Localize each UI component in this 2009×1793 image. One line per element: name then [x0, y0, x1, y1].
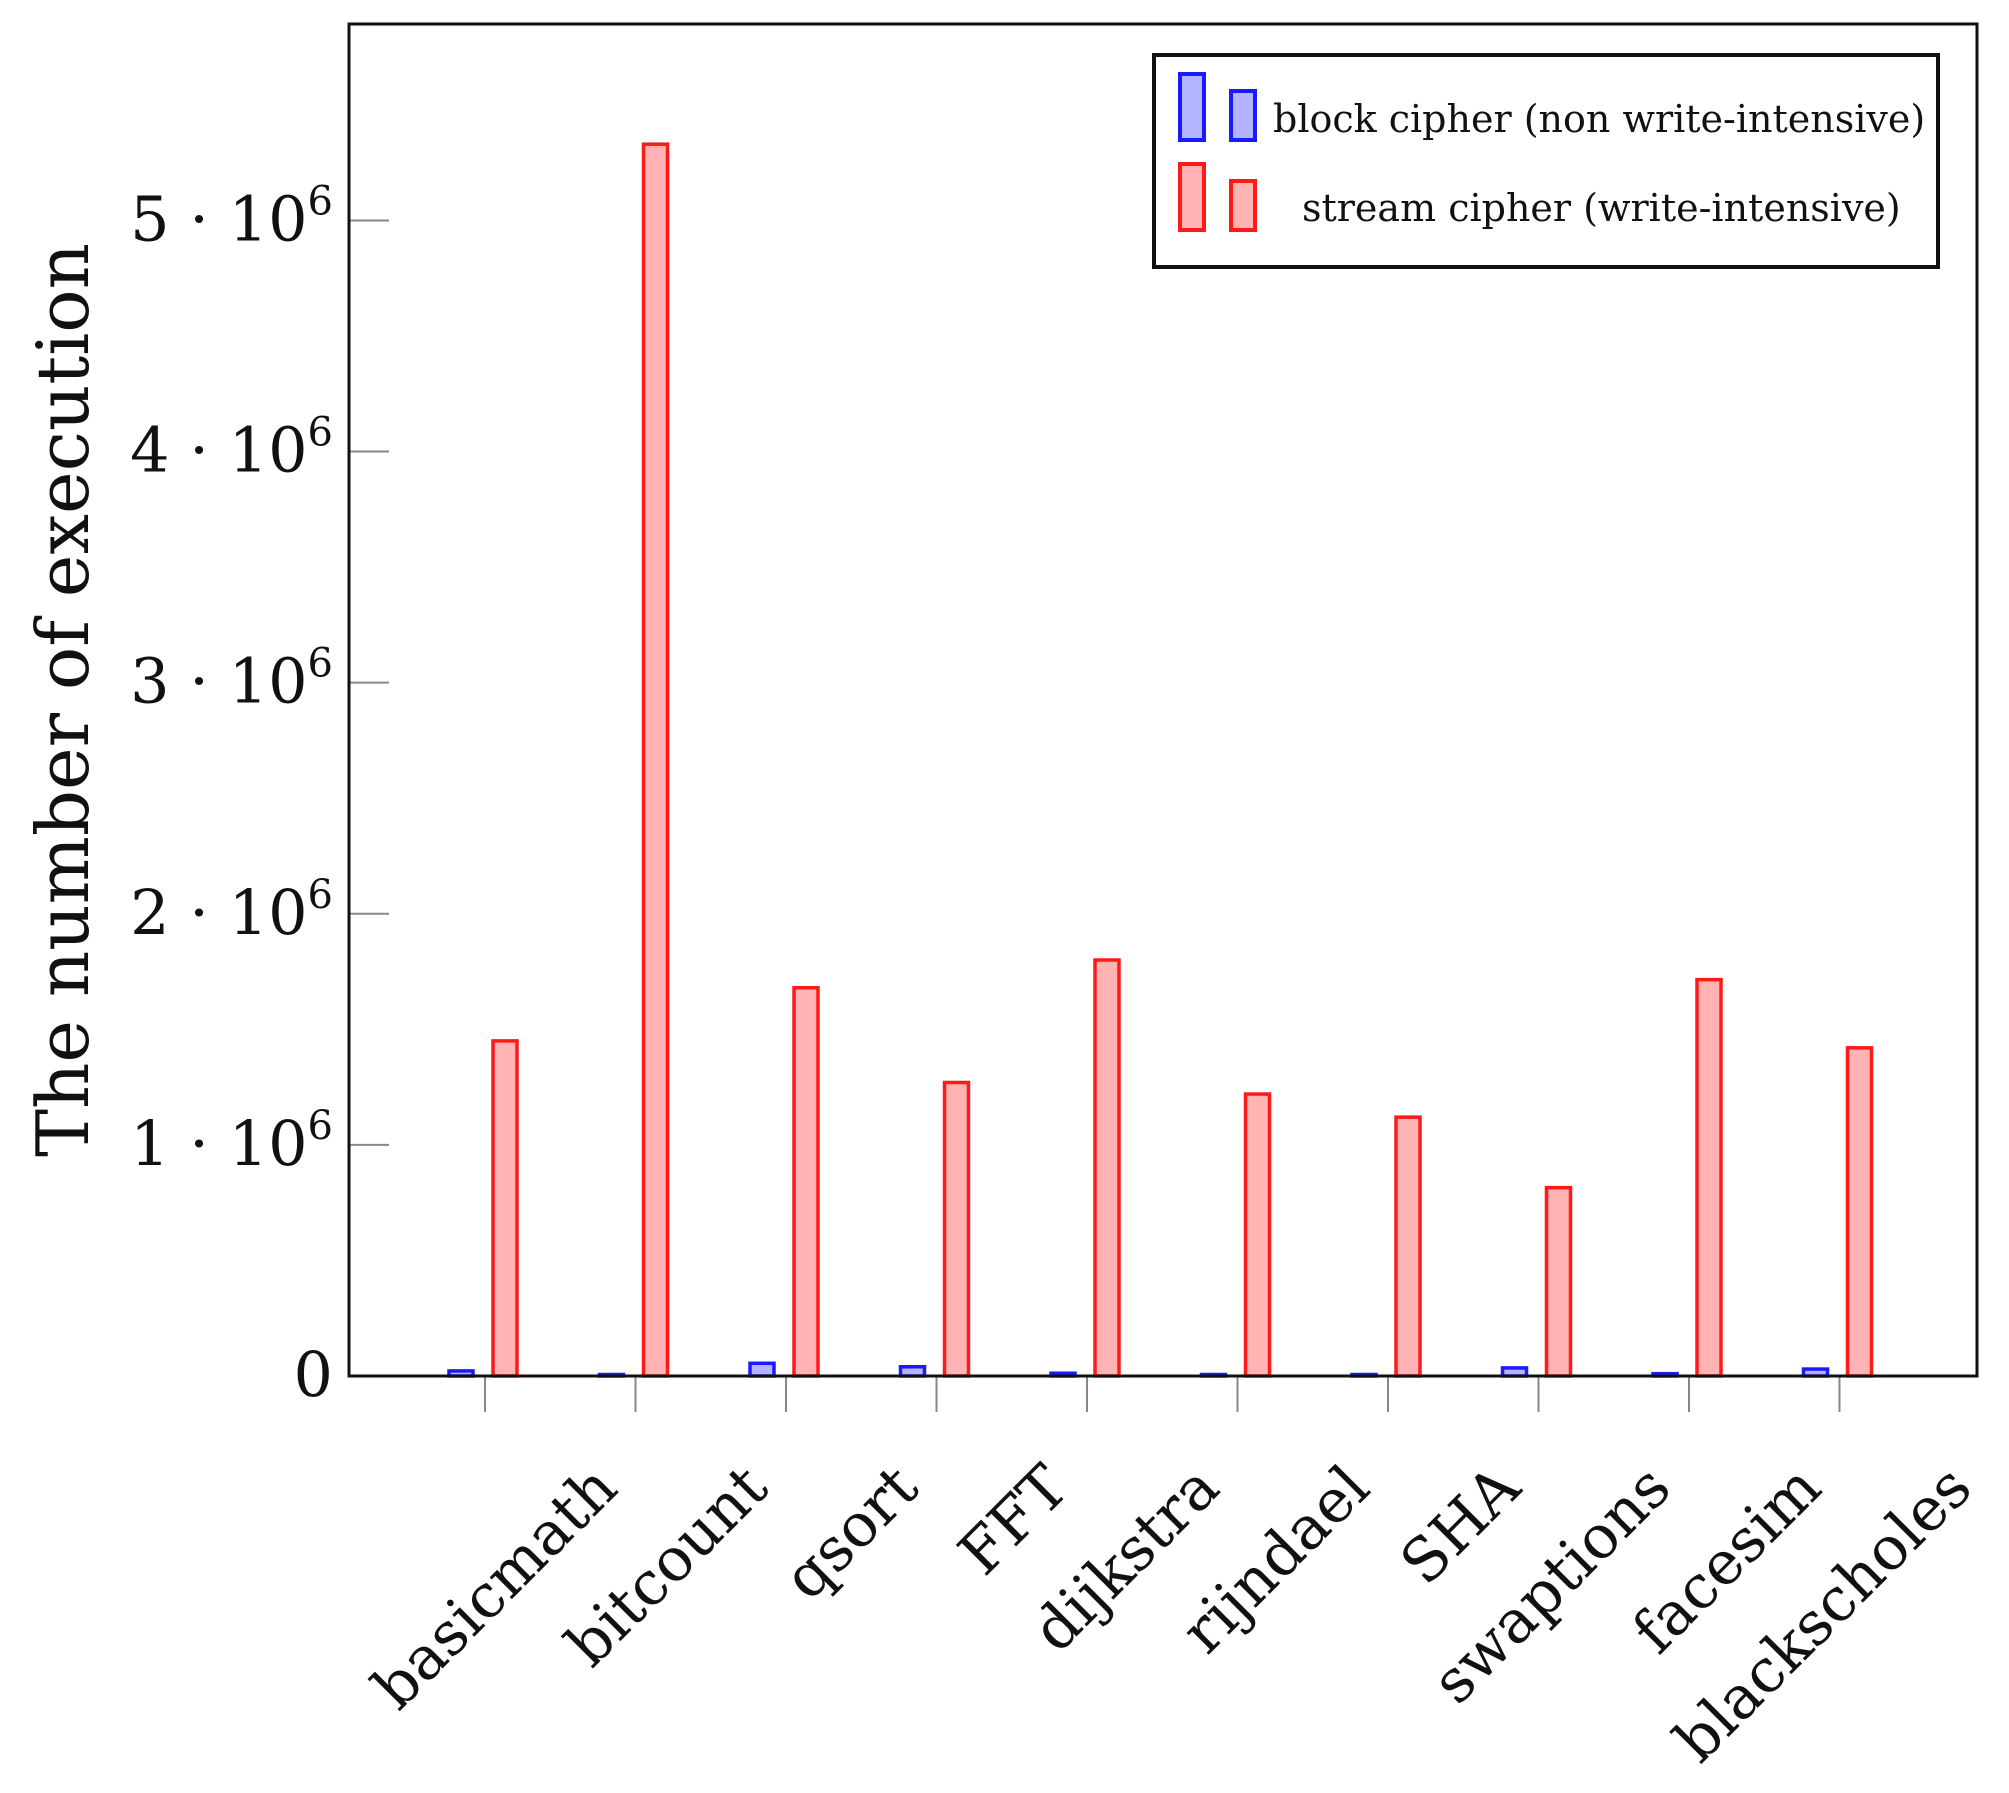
y-tick-label-base: 0	[294, 1338, 333, 1411]
x-tick-label: FFT	[945, 1452, 1082, 1589]
x-tick-label: qsort	[770, 1452, 931, 1613]
bar-stream-fft	[942, 1080, 971, 1378]
y-tick-label: 3 · 106	[130, 641, 333, 718]
legend-swatch-block-2	[1229, 89, 1257, 142]
x-tick-label: basicmath	[360, 1452, 631, 1723]
bar-stream-blackscholes	[1845, 1046, 1874, 1378]
y-tick-label: 4 · 106	[130, 410, 333, 487]
legend-swatch-stream-1	[1178, 162, 1206, 232]
legend-swatch-block-1	[1178, 72, 1206, 142]
y-tick-label-base: 3 · 10	[130, 645, 307, 718]
y-tick-label-exponent: 6	[308, 872, 333, 918]
y-tick-label-exponent: 6	[308, 410, 333, 456]
legend-label-stream-cipher: stream cipher (write-intensive)	[1302, 186, 1901, 230]
y-tick-label-exponent: 6	[308, 1103, 333, 1149]
bars	[447, 142, 1874, 1378]
bar-stream-facesim	[1695, 977, 1723, 1378]
y-tick-label-base: 4 · 10	[130, 414, 307, 487]
legend-item-stream-cipher: stream cipher (write-intensive)	[1178, 162, 1901, 232]
y-tick-label-base: 2 · 10	[130, 876, 307, 949]
plot-area-frame	[347, 22, 1979, 1378]
bar-stream-sha	[1394, 1115, 1422, 1378]
y-tick-label: 0	[294, 1338, 333, 1411]
legend-box	[1152, 53, 1940, 269]
bar-stream-rijndael	[1243, 1092, 1272, 1378]
legend-swatch-stream-2	[1229, 179, 1257, 232]
bar-stream-qsort	[792, 985, 820, 1378]
y-axis-label: The number of execution	[21, 243, 105, 1157]
bar-stream-swaptions	[1544, 1185, 1573, 1378]
bar-stream-dijkstra	[1093, 958, 1121, 1378]
bar-stream-basicmath	[491, 1039, 519, 1378]
legend-label-block-cipher: block cipher (non write-intensive)	[1273, 97, 1925, 141]
y-tick-label: 2 · 106	[130, 872, 333, 949]
bar-block-qsort	[748, 1361, 776, 1378]
bar-stream-bitcount	[641, 142, 670, 1378]
y-tick-label-base: 1 · 10	[130, 1107, 307, 1180]
y-tick-label-base: 5 · 10	[130, 182, 307, 255]
y-tick-label: 5 · 106	[130, 178, 333, 255]
y-tick-label-exponent: 6	[308, 178, 333, 224]
y-tick-label: 1 · 106	[130, 1103, 333, 1180]
legend-item-block-cipher: block cipher (non write-intensive)	[1178, 72, 1925, 142]
y-tick-label-exponent: 6	[308, 641, 333, 687]
legend: block cipher (non write-intensive) strea…	[1152, 53, 1940, 269]
